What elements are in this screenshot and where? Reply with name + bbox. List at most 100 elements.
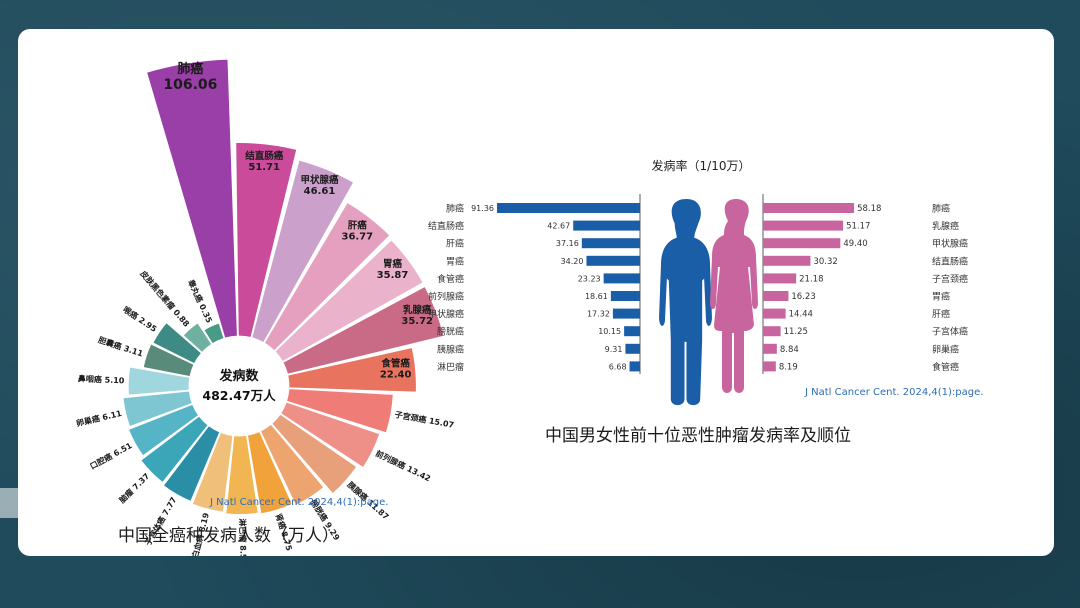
male-bar (612, 308, 640, 319)
rose-sector (146, 58, 238, 339)
male-bar (625, 343, 640, 354)
female-category-label: 胃癌 (932, 291, 950, 303)
female-bar (763, 291, 789, 301)
female-category-label: 子宫体癌 (932, 326, 968, 338)
rose-sector (235, 142, 298, 338)
male-bar (624, 326, 640, 337)
female-bar (763, 273, 797, 284)
rose-center-label: 发病数 (218, 368, 259, 384)
female-value-label: 8.84 (780, 345, 799, 355)
female-category-label: 卵巢癌 (932, 343, 959, 355)
rose-category-label: 子宫颈癌 15.07 (394, 409, 455, 430)
male-value-label: 9.31 (605, 345, 623, 354)
rose-chart-title: 中国全癌种发病人数（万人） (118, 526, 339, 546)
male-category-label: 肝癌 (446, 238, 464, 250)
male-value-label: 10.15 (598, 327, 621, 336)
female-category-label: 甲状腺癌 (932, 238, 968, 250)
butterfly-chart-title: 中国男女性前十位恶性肿瘤发病率及顺位 (545, 426, 851, 446)
rose-sector (128, 403, 200, 457)
rose-sector (203, 322, 225, 345)
rose-category-label: 口腔癌 6.51 (88, 440, 134, 471)
slide-card: 肺癌 106.06 结直肠癌 51.71 甲状腺癌 46.61 肝癌 36.77 胃癌 35.87… (18, 29, 1054, 556)
male-value-label: 23.23 (578, 274, 601, 283)
male-bar (586, 255, 640, 266)
rose-sector (140, 415, 209, 483)
rose-sector (225, 434, 259, 515)
female-value-label: 58.18 (857, 204, 881, 214)
female-value-label: 51.17 (846, 222, 870, 232)
rose-sector (142, 343, 195, 377)
rose-value-label: 22.40 (380, 370, 412, 381)
male-category-label: 肺癌 (446, 203, 464, 215)
female-category-label: 肝癌 (932, 308, 950, 320)
rose-category-label: 食管癌 (380, 358, 410, 370)
male-value-label: 91.36 (471, 204, 494, 213)
rose-sector (182, 322, 213, 353)
rose-category-label: 结直肠癌 (244, 150, 284, 162)
rose-value-label: 46.61 (304, 186, 336, 197)
rose-value-label: 51.71 (248, 162, 280, 173)
female-value-label: 11.25 (784, 327, 808, 337)
female-category-label: 肺癌 (932, 203, 950, 215)
rose-sector (263, 201, 391, 352)
female-category-label: 结直肠癌 (932, 255, 968, 267)
male-bar (629, 361, 640, 372)
female-bar (763, 255, 811, 266)
female-value-label: 49.40 (843, 239, 867, 249)
female-bar (763, 203, 855, 213)
female-bar (763, 220, 844, 231)
butterfly-axis-title: 发病率（1/10万） (652, 158, 751, 173)
male-category-label: 前列腺癌 (428, 291, 464, 303)
rose-sector (152, 322, 202, 365)
rose-value-label: 106.06 (163, 77, 217, 93)
rose-value-label: 36.77 (341, 231, 373, 242)
rose-sector (287, 347, 417, 393)
rose-sector (191, 431, 234, 513)
male-silhouette-icon (659, 199, 712, 406)
male-category-label: 食管癌 (437, 273, 464, 285)
rose-sector (162, 425, 221, 502)
rose-value-label: 35.87 (377, 270, 409, 281)
male-value-label: 34.20 (561, 257, 584, 266)
rose-center-value: 482.47万人 (202, 388, 276, 403)
rose-category-label: 肺癌 (177, 61, 203, 77)
rose-category-label: 胆囊癌 3.11 (97, 335, 145, 359)
male-bar (581, 238, 640, 249)
rose-category-label: 乳腺癌 (403, 304, 432, 316)
female-value-label: 21.18 (799, 274, 823, 284)
rose-sector (127, 366, 191, 396)
female-category-label: 子宫颈癌 (932, 273, 968, 285)
rose-category-label: 喉癌 2.95 (121, 304, 159, 334)
male-bar (603, 273, 640, 284)
female-silhouette-icon (710, 199, 758, 393)
rose-sector (282, 286, 445, 375)
female-value-label: 30.32 (813, 257, 837, 267)
male-value-label: 18.61 (585, 292, 608, 301)
rose-category-label: 鼻咽癌 5.10 (78, 373, 125, 385)
male-category-label: 胰腺癌 (437, 343, 464, 355)
butterfly-source-note: J Natl Cancer Cent. 2024,4(1):page. (805, 387, 984, 398)
rose-category-label: 前列腺癌 13.42 (374, 448, 432, 483)
rose-source-note: J Natl Cancer Cent. 2024,4(1):page. (210, 497, 389, 508)
rose-value-label: 35.72 (401, 316, 433, 327)
female-bar (763, 238, 841, 249)
female-category-label: 食管癌 (932, 361, 959, 373)
butterfly-chart: 发病率（1/10万） 91.36 肺癌 58.18 肺癌 42.67 结直肠癌 51.17 乳腺… (428, 158, 968, 406)
rose-category-label: 肝癌 (348, 219, 368, 231)
male-category-label: 膀胱癌 (437, 326, 464, 338)
rose-center-hole (190, 337, 288, 435)
rose-category-label: 胃癌 (383, 258, 403, 270)
male-value-label: 6.68 (609, 362, 627, 371)
rose-sector (271, 413, 358, 495)
male-category-label: 甲状腺癌 (428, 308, 464, 320)
rose-sector (280, 401, 381, 469)
female-value-label: 8.19 (779, 362, 798, 372)
male-value-label: 42.67 (547, 222, 570, 231)
rose-sector (251, 159, 355, 343)
rose-category-label: 脑瘤 7.37 (116, 471, 151, 506)
rose-sector (122, 390, 193, 427)
female-bar (763, 343, 777, 354)
male-bar (497, 203, 640, 213)
rose-sector (247, 431, 293, 515)
